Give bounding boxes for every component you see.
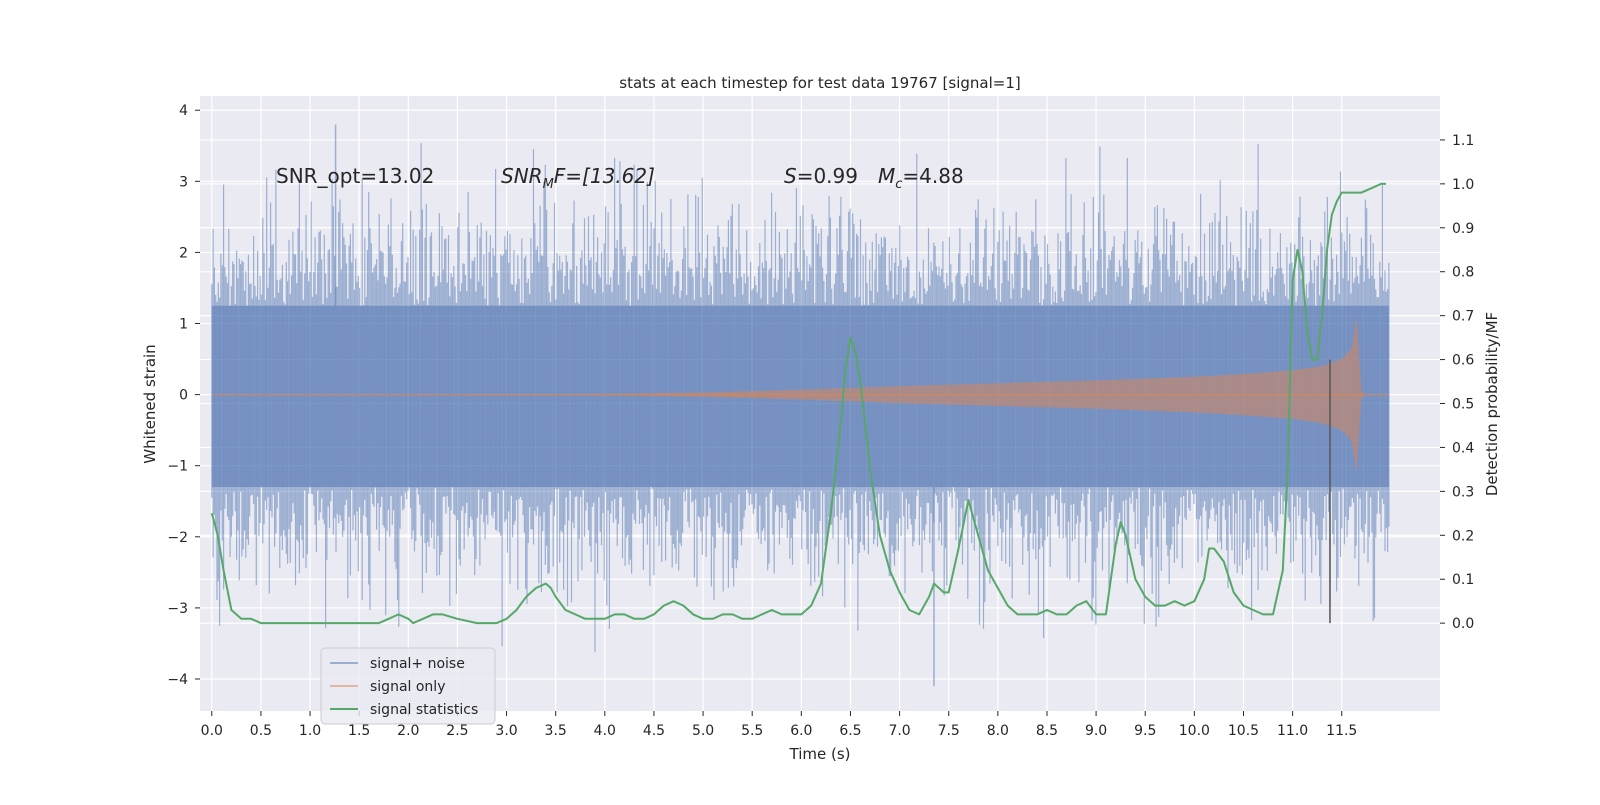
x-tick-label: 6.0: [790, 723, 812, 739]
x-tick-label: 4.5: [643, 723, 665, 739]
annotation-mc-sub: c: [895, 177, 902, 192]
x-tick-label: 11.5: [1326, 723, 1357, 739]
x-tick-label: 2.5: [446, 723, 468, 739]
x-tick-label: 7.5: [938, 723, 960, 739]
y-left-tick-label: 4: [179, 103, 188, 119]
annotation-s-name: S: [784, 164, 797, 188]
annotation-snr-mf-sub: M: [543, 177, 554, 192]
x-tick-label: 11.0: [1277, 723, 1308, 739]
statistics-line: [210, 182, 1386, 625]
y-right-tick-label: 0.2: [1452, 528, 1474, 544]
legend-label-signal-statistics: signal statistics: [370, 702, 478, 718]
x-tick-label: 0.5: [250, 723, 272, 739]
x-tick-label: 4.0: [594, 723, 616, 739]
annotation-s: S=0.99: [784, 164, 858, 188]
y-right-tick-label: 0.3: [1452, 484, 1474, 500]
x-tick-label: 9.5: [1134, 723, 1156, 739]
x-tick-label: 2.0: [397, 723, 419, 739]
legend-box: [320, 647, 496, 725]
y-right-tick-label: 0.8: [1452, 265, 1474, 281]
y-right-tick-label: 0.7: [1452, 309, 1474, 325]
legend-label-signal-only: signal only: [370, 679, 445, 695]
annotation-snr-mf: SNRMF=[13.62]: [501, 164, 655, 192]
x-tick-label: 3.5: [545, 723, 567, 739]
x-tick-label: 9.0: [1085, 723, 1107, 739]
annotation-mc-value: =4.88: [902, 164, 963, 188]
annotation-s-value: =0.99: [797, 164, 858, 188]
chart-title: stats at each timestep for test data 197…: [619, 74, 1020, 92]
x-tick-label: 0.0: [201, 723, 223, 739]
x-tick-label: 3.0: [495, 723, 517, 739]
y-left-tick-label: 3: [179, 174, 188, 190]
x-axis-label: Time (s): [789, 745, 851, 763]
x-tick-label: 8.5: [1036, 723, 1058, 739]
y-right-tick-label: 0.5: [1452, 397, 1474, 413]
y-right-tick-label: 1.1: [1452, 133, 1474, 149]
x-tick-label: 7.0: [888, 723, 910, 739]
legend: signal+ noise signal only signal statist…: [320, 647, 496, 725]
y-axis-left-label: Whitened strain: [141, 344, 159, 463]
x-tick-label: 10.0: [1179, 723, 1210, 739]
x-tick-label: 1.0: [299, 723, 321, 739]
x-tick-label: 8.0: [987, 723, 1009, 739]
y-left-tick-label: 1: [179, 317, 188, 333]
series-signal-only: [211, 316, 1389, 473]
y-right-tick-label: 0.1: [1452, 572, 1474, 588]
annotation-mc: Mc=4.88: [878, 164, 964, 192]
y-right-tick-label: 0.4: [1452, 440, 1474, 456]
series-signal-statistics: [210, 182, 1386, 625]
legend-label-signal-noise: signal+ noise: [370, 656, 465, 672]
annotation-snr-mf-name: SNR: [501, 164, 543, 188]
y-axis-right-label: Detection probability/MF: [1483, 312, 1501, 496]
x-tick-label: 1.5: [348, 723, 370, 739]
axes: 0.0 0.5 1.0 1.5 2.0 2.5 3.0 3.5 4.0 4.5 5.0 5.5 6.0 6…: [167, 103, 1474, 739]
y-left-tick-label: −2: [167, 530, 188, 546]
y-left-tick-label: 2: [179, 245, 188, 261]
x-tick-label: 5.5: [741, 723, 763, 739]
annotation-snr-opt: SNR_opt=13.02: [276, 164, 434, 188]
x-tick-label: 10.5: [1228, 723, 1259, 739]
y-left-tick-label: −4: [167, 672, 188, 688]
y-left-tick-label: 0: [179, 388, 188, 404]
x-tick-label: 6.5: [839, 723, 861, 739]
annotation-snr-mf-rest: F=[13.62]: [554, 164, 655, 188]
y-left-tick-label: −3: [167, 601, 188, 617]
x-tick-label: 5.0: [692, 723, 714, 739]
y-right-tick-label: 1.0: [1452, 177, 1474, 193]
y-left-tick-label: −1: [167, 459, 188, 475]
annotation-mc-name: M: [878, 164, 895, 188]
y-right-tick-label: 0.9: [1452, 221, 1474, 237]
y-right-tick-label: 0.0: [1452, 616, 1474, 632]
y-right-tick-label: 0.6: [1452, 353, 1474, 369]
